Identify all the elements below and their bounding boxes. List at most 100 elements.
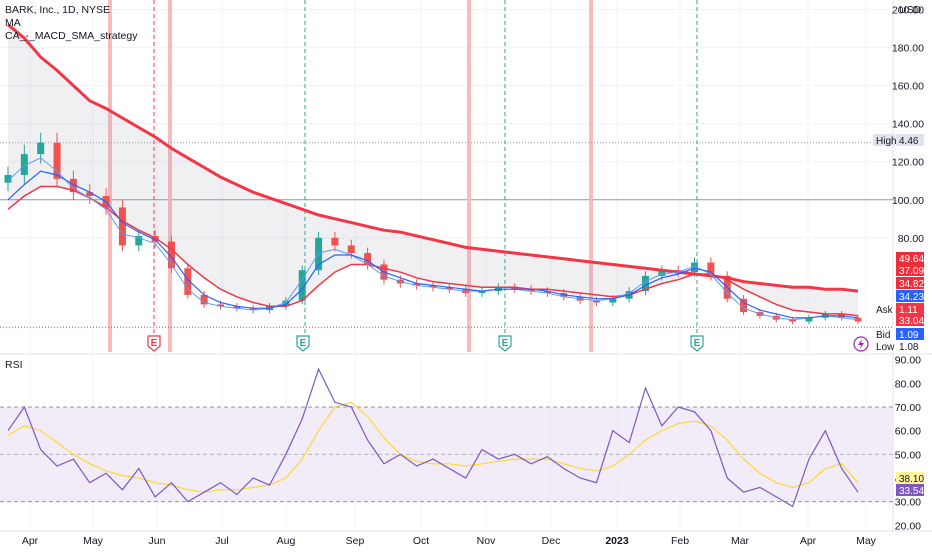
price-tag-label: High <box>876 136 897 147</box>
sell-signal-band <box>467 0 471 352</box>
candle-body <box>789 319 797 322</box>
price-tag: 49.64 <box>896 252 924 265</box>
price-tag-label: Bid <box>876 330 890 341</box>
time-tick-label: Feb <box>671 535 689 547</box>
earnings-letter: E <box>694 338 701 349</box>
price-tag-value: 1.09 <box>899 330 919 341</box>
time-tick-label: Dec <box>542 535 561 547</box>
ma-fast-line <box>7 157 859 321</box>
price-tag-value: 49.64 <box>899 254 924 265</box>
rsi-tick-label: 90.00 <box>895 355 921 367</box>
candle-body <box>167 241 175 269</box>
rsi-tick-label: 60.00 <box>895 426 921 438</box>
earnings-marker[interactable]: E <box>690 335 704 352</box>
earnings-marker[interactable]: E <box>147 335 161 352</box>
candle-body <box>69 178 77 193</box>
price-tick-label: 140.00 <box>892 119 924 131</box>
earnings-marker[interactable]: E <box>498 335 512 352</box>
price-tag: 33.04 <box>896 314 924 327</box>
earnings-marker[interactable]: E <box>296 335 310 352</box>
candle-body <box>658 270 666 276</box>
candle-body <box>707 262 715 276</box>
time-tick-label: Apr <box>22 535 39 547</box>
price-tag-value: 34.23 <box>899 292 924 303</box>
candle-body <box>691 262 699 273</box>
time-tick-label: 2023 <box>605 535 629 547</box>
price-tag-value: 1.08 <box>899 342 919 353</box>
price-tick-label: 200.00 <box>892 5 924 17</box>
time-tick-label: May <box>83 535 104 547</box>
rsi-tick-label: 30.00 <box>895 497 921 509</box>
price-tag: High 4.46 <box>873 134 924 147</box>
time-tick-label: Jul <box>215 535 228 547</box>
rsi-tick-label: 70.00 <box>895 402 921 414</box>
price-tag-bg <box>896 328 924 340</box>
candle-body <box>298 270 306 301</box>
time-tick-label: Aug <box>277 535 296 547</box>
price-tick-label: 80.00 <box>898 233 924 245</box>
rsi-legend: RSI <box>5 359 23 372</box>
candle-body <box>445 287 453 290</box>
lightning-icon-glyph <box>858 339 864 349</box>
price-tag-bg <box>896 134 924 146</box>
price-tick-label: 180.00 <box>892 43 924 55</box>
price-tick-label: 160.00 <box>892 81 924 93</box>
candle-body <box>200 294 208 305</box>
price-tag-label: Ask <box>876 305 894 316</box>
price-tag-label-bg <box>873 340 895 352</box>
candle-body <box>86 192 94 196</box>
rsi-tick-label: 50.00 <box>895 449 921 461</box>
candle-body <box>184 268 192 295</box>
price-tag: 34.23 <box>896 290 924 303</box>
candle-body <box>151 235 159 242</box>
candle-body <box>364 253 372 265</box>
sma-cloud <box>8 24 858 316</box>
symbol-title[interactable]: BARK, Inc., 1D, NYSE <box>5 4 111 16</box>
price-tag-value: 37.09 <box>899 266 924 277</box>
rsi-line <box>7 367 859 508</box>
ma-indicator-label[interactable]: MA <box>5 17 21 29</box>
time-tick-label: Oct <box>413 535 429 547</box>
candle-body <box>609 298 617 303</box>
candle-body <box>20 154 28 176</box>
earnings-letter: E <box>300 338 307 349</box>
candle-body <box>233 306 241 309</box>
rsi-tag-bg <box>896 472 924 484</box>
candle-body <box>740 298 748 313</box>
price-tag-value: 34.82 <box>899 279 924 290</box>
price-tag-bg <box>896 277 924 289</box>
rsi-tick-label: 80.00 <box>895 378 921 390</box>
price-tag-bg <box>896 264 924 276</box>
candle-body <box>592 300 600 303</box>
price-tag-value: 4.46 <box>899 136 919 147</box>
candle-body <box>217 304 224 307</box>
rsi-tick-label: 20.00 <box>895 520 921 532</box>
time-tick-label: Jun <box>149 535 166 547</box>
price-tag-label: Low <box>876 342 895 353</box>
price-tag-label-bg <box>873 328 895 340</box>
price-tag-label-bg <box>873 303 895 315</box>
price-pane <box>0 0 893 352</box>
price-tag-bg <box>896 290 924 302</box>
price-tag-bg <box>896 303 924 315</box>
ema-line <box>7 185 859 317</box>
price-tick-label: 100.00 <box>892 195 924 207</box>
price-tag-bg <box>896 340 924 352</box>
candle-body <box>118 207 126 246</box>
earnings-badge <box>296 335 310 352</box>
price-tag-label-bg <box>873 134 895 146</box>
time-tick-label: May <box>856 535 877 547</box>
sell-signal-band <box>589 0 593 352</box>
candle-body <box>4 175 12 183</box>
candle-body <box>527 289 535 292</box>
currency-label: USD <box>899 4 922 16</box>
price-tag: Ask 1.11 <box>873 303 924 316</box>
strategy-label[interactable]: CA_-_MACD_SMA_strategy <box>5 30 138 42</box>
rsi-tag-value: 33.54 <box>899 486 924 497</box>
ma-slow-line <box>7 170 859 319</box>
candle-body <box>511 287 519 290</box>
price-tag-bg <box>896 252 924 264</box>
rsi-title[interactable]: RSI <box>5 359 23 371</box>
